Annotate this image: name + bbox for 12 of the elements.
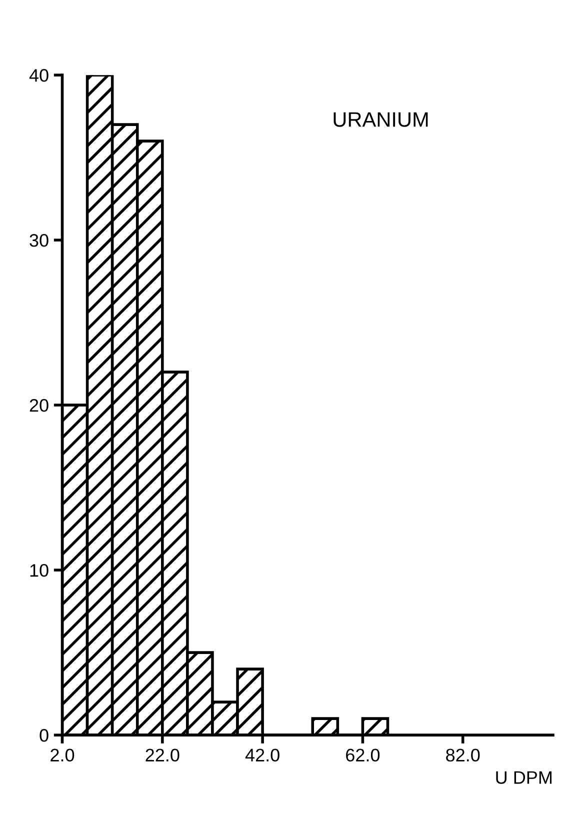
y-tick-label: 40 — [29, 69, 48, 82]
annotation: URANIUM — [334, 112, 428, 127]
x-tick-label: 2.0 — [50, 748, 74, 762]
y-tick-label: 0 — [40, 729, 48, 742]
y-tick-label: 30 — [30, 234, 48, 247]
x-tick-label: 82.0 — [446, 748, 480, 762]
x-tick-label: 22.0 — [146, 748, 180, 762]
y-tick-label: 10 — [30, 564, 48, 577]
x-tick-label: 42.0 — [245, 748, 280, 762]
x-axis-title: U DPM — [496, 771, 552, 784]
y-tick-label: 20 — [30, 399, 48, 412]
x-tick-label: 62.0 — [346, 748, 380, 762]
